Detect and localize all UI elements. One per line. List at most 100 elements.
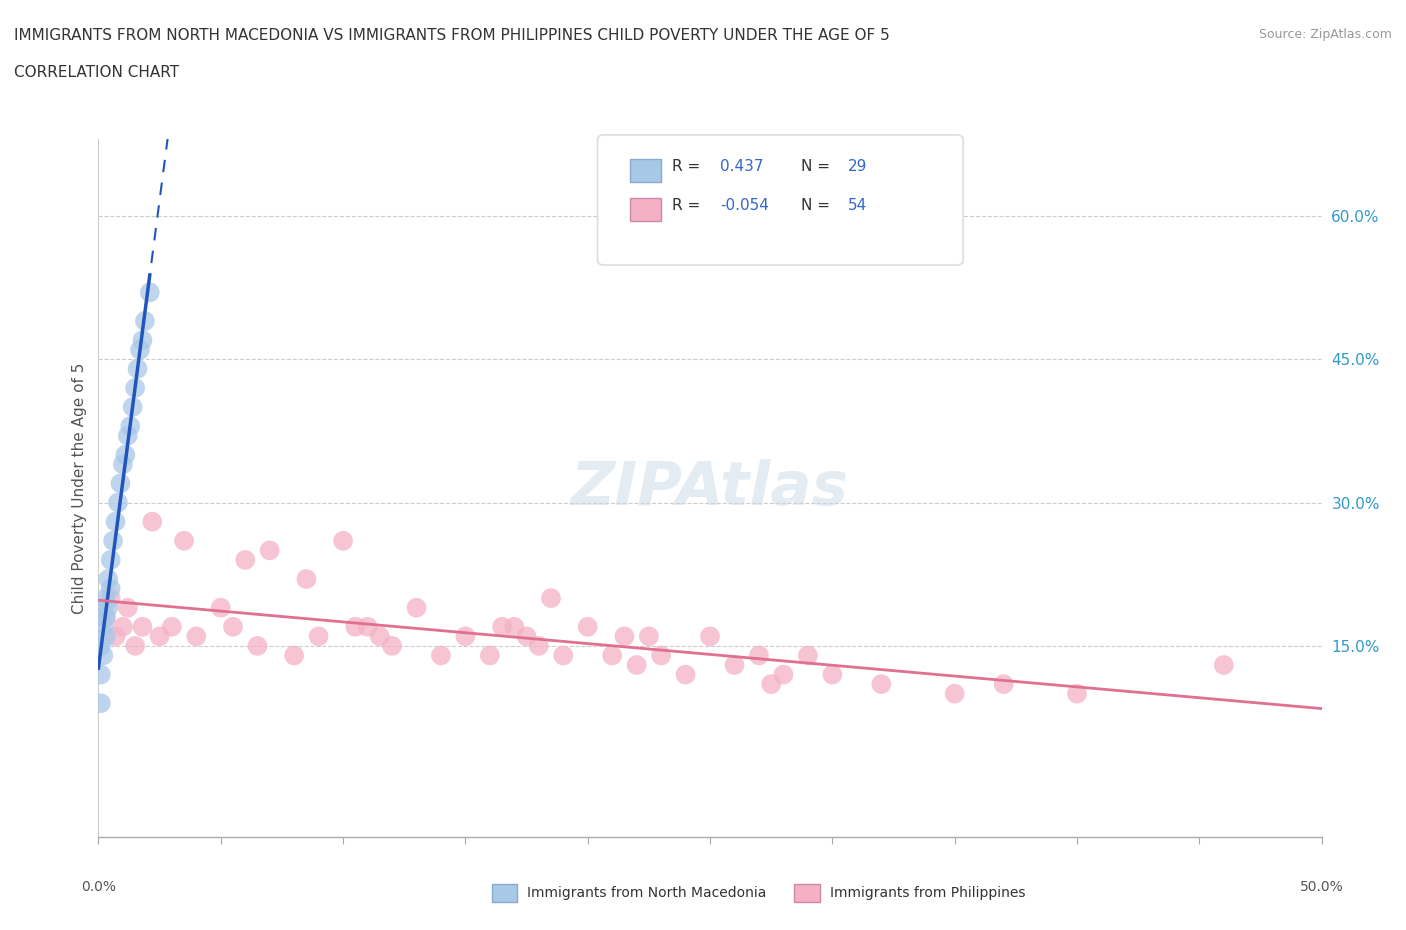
Text: Immigrants from Philippines: Immigrants from Philippines xyxy=(830,885,1025,900)
Text: N =: N = xyxy=(801,198,835,213)
Point xyxy=(104,629,127,644)
Point xyxy=(90,696,112,711)
Point xyxy=(94,629,117,644)
Point xyxy=(675,667,697,682)
Point xyxy=(186,629,208,644)
Point xyxy=(993,677,1015,692)
Point xyxy=(107,495,129,510)
Point xyxy=(131,333,153,348)
Point xyxy=(101,534,124,549)
Point xyxy=(748,648,770,663)
Point xyxy=(124,380,146,395)
Point xyxy=(613,629,636,644)
Point xyxy=(94,610,117,625)
Point xyxy=(246,639,269,654)
Point xyxy=(104,514,127,529)
Point xyxy=(259,543,281,558)
Point xyxy=(129,342,152,357)
Point xyxy=(91,600,114,615)
Point xyxy=(120,418,142,433)
Point xyxy=(699,629,721,644)
Point xyxy=(233,552,256,567)
Point xyxy=(97,572,120,587)
Point xyxy=(515,629,537,644)
Point xyxy=(1066,686,1088,701)
Text: 50.0%: 50.0% xyxy=(1299,880,1344,894)
Point xyxy=(356,619,378,634)
Point xyxy=(160,619,183,634)
Text: R =: R = xyxy=(672,159,706,174)
Point xyxy=(540,591,562,605)
Point xyxy=(124,639,146,654)
Point xyxy=(368,629,391,644)
Point xyxy=(127,362,149,377)
Point xyxy=(100,581,122,596)
Point xyxy=(761,677,783,692)
Point xyxy=(131,619,153,634)
Point xyxy=(90,639,112,654)
Point xyxy=(797,648,820,663)
Point xyxy=(650,648,672,663)
Text: 29: 29 xyxy=(848,159,868,174)
Text: N =: N = xyxy=(801,159,835,174)
Point xyxy=(332,534,354,549)
Point xyxy=(121,400,143,415)
Point xyxy=(943,686,966,701)
Text: IMMIGRANTS FROM NORTH MACEDONIA VS IMMIGRANTS FROM PHILIPPINES CHILD POVERTY UND: IMMIGRANTS FROM NORTH MACEDONIA VS IMMIG… xyxy=(14,28,890,43)
Point xyxy=(91,648,114,663)
Point xyxy=(90,667,112,682)
Point xyxy=(454,629,477,644)
Text: 0.0%: 0.0% xyxy=(82,880,115,894)
Point xyxy=(723,658,745,672)
Point xyxy=(430,648,453,663)
Point xyxy=(491,619,513,634)
Point xyxy=(90,610,112,625)
Y-axis label: Child Poverty Under the Age of 5: Child Poverty Under the Age of 5 xyxy=(72,363,87,614)
Point xyxy=(405,600,427,615)
Point xyxy=(870,677,893,692)
Point xyxy=(100,552,122,567)
Point xyxy=(527,639,550,654)
Point xyxy=(139,285,162,299)
Point xyxy=(344,619,367,634)
Text: R =: R = xyxy=(672,198,706,213)
Point xyxy=(772,667,794,682)
Point xyxy=(222,619,245,634)
Point xyxy=(308,629,330,644)
Text: CORRELATION CHART: CORRELATION CHART xyxy=(14,65,179,80)
Point xyxy=(111,619,134,634)
Point xyxy=(117,428,139,443)
Text: Immigrants from North Macedonia: Immigrants from North Macedonia xyxy=(527,885,766,900)
Text: -0.054: -0.054 xyxy=(720,198,769,213)
Point xyxy=(134,313,156,328)
Text: 54: 54 xyxy=(848,198,868,213)
Point xyxy=(576,619,599,634)
Text: Source: ZipAtlas.com: Source: ZipAtlas.com xyxy=(1258,28,1392,41)
Point xyxy=(94,591,117,605)
Point xyxy=(111,457,134,472)
Point xyxy=(173,534,195,549)
Point xyxy=(141,514,163,529)
Point xyxy=(283,648,305,663)
Point xyxy=(110,476,132,491)
Point xyxy=(209,600,232,615)
Point xyxy=(97,600,120,615)
Point xyxy=(91,619,114,634)
Point xyxy=(553,648,575,663)
Point xyxy=(149,629,172,644)
Point xyxy=(503,619,526,634)
Point xyxy=(821,667,844,682)
Point xyxy=(626,658,648,672)
Point xyxy=(600,648,623,663)
Point xyxy=(478,648,501,663)
Point xyxy=(381,639,404,654)
Point xyxy=(117,600,139,615)
Point xyxy=(94,610,117,625)
Text: 0.437: 0.437 xyxy=(720,159,763,174)
Point xyxy=(100,591,122,605)
Point xyxy=(295,572,318,587)
Text: ZIPAtlas: ZIPAtlas xyxy=(571,458,849,518)
Point xyxy=(1212,658,1234,672)
Point xyxy=(114,447,136,462)
Point xyxy=(638,629,661,644)
